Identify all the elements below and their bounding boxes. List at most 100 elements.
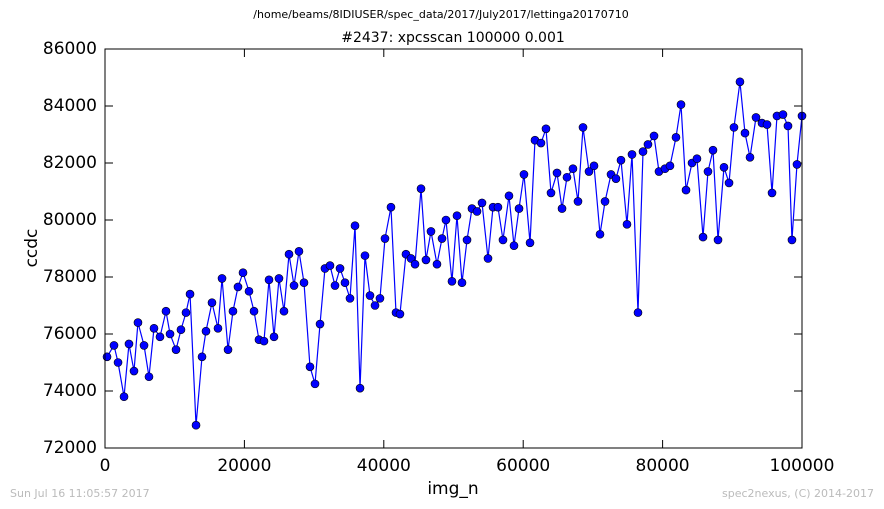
data-point [729, 123, 739, 132]
data-point [350, 221, 360, 230]
data-point [514, 204, 524, 213]
y-tick-label: 78000 [43, 267, 97, 287]
data-point [787, 235, 797, 245]
data-point [201, 326, 211, 336]
data-point [525, 238, 535, 248]
data-point [740, 128, 750, 138]
data-point [627, 150, 637, 159]
data-point [573, 197, 583, 206]
data-point [751, 113, 761, 122]
data-point [493, 202, 503, 212]
data-point [375, 294, 385, 303]
data-point [546, 188, 556, 198]
data-point [355, 383, 365, 393]
data-point [633, 308, 643, 317]
data-point [335, 264, 345, 273]
data-point [616, 155, 626, 165]
data-point [289, 281, 299, 290]
data-point [249, 306, 259, 316]
y-axis-label: ccdc [22, 229, 42, 268]
data-point [441, 215, 451, 225]
data-point [703, 167, 713, 176]
data-point [498, 235, 508, 245]
data-point [207, 298, 217, 307]
data-point [665, 161, 675, 171]
data-point [649, 131, 659, 141]
data-point [432, 259, 442, 269]
suptitle: /home/beams/8IDIUSER/spec_data/2017/July… [253, 8, 628, 21]
data-point [536, 138, 546, 148]
y-tick-label: 82000 [43, 153, 97, 173]
data-point [416, 184, 426, 193]
data-point [578, 123, 588, 132]
x-tick-label: 80000 [636, 456, 690, 476]
data-point [223, 345, 233, 354]
data-line [106, 81, 803, 426]
data-point [228, 306, 238, 316]
x-tick-label: 0 [100, 456, 111, 476]
data-point [345, 294, 355, 303]
data-point [161, 306, 171, 316]
data-point [294, 247, 304, 256]
footer-right: spec2nexus, (C) 2014-2017 [722, 487, 874, 500]
data-point [719, 162, 729, 172]
x-tick-label: 60000 [496, 456, 550, 476]
data-point [557, 204, 567, 213]
data-point [622, 219, 632, 229]
data-point [274, 274, 284, 283]
data-point [386, 202, 396, 212]
data-point [568, 164, 578, 173]
data-point [264, 275, 274, 285]
data-point [330, 281, 340, 290]
data-point [133, 318, 143, 327]
y-tick-label: 72000 [43, 438, 97, 458]
data-point [698, 232, 708, 242]
data-point [144, 372, 154, 382]
data-point [681, 185, 691, 195]
y-tick-label: 86000 [43, 39, 97, 59]
data-point [244, 286, 254, 296]
data-point [370, 301, 380, 310]
data-point [421, 255, 431, 265]
data-point [477, 198, 487, 208]
data-point [171, 345, 181, 354]
data-point [589, 161, 599, 171]
data-point [284, 249, 294, 259]
data-point [452, 211, 462, 221]
data-point [259, 336, 269, 346]
footer-left: Sun Jul 16 11:05:57 2017 [10, 487, 150, 500]
data-point [509, 241, 519, 250]
chart-title: #2437: xpcsscan 100000 0.001 [341, 30, 565, 46]
data-point [305, 362, 315, 372]
data-point [611, 174, 621, 183]
y-tick-label: 84000 [43, 96, 97, 116]
data-point [139, 341, 149, 350]
data-point [584, 167, 594, 176]
data-point [380, 234, 390, 243]
data-point [643, 140, 653, 149]
data-point [233, 282, 243, 292]
data-point [457, 278, 467, 288]
plot-frame [104, 48, 803, 449]
data-point [638, 147, 648, 156]
data-point [504, 191, 514, 201]
x-axis-label: img_n [427, 479, 478, 499]
data-point [541, 124, 551, 134]
data-point [238, 268, 248, 278]
y-tick-label: 80000 [43, 210, 97, 230]
data-point [191, 420, 201, 430]
data-point [778, 110, 788, 119]
data-point [102, 352, 112, 362]
data-point [713, 235, 723, 245]
data-point [724, 178, 734, 188]
data-point [181, 308, 191, 317]
data-point [708, 145, 718, 155]
data-point [410, 259, 420, 269]
data-point [124, 339, 134, 349]
data-point [447, 276, 457, 286]
data-point [395, 309, 405, 319]
data-point [692, 154, 702, 164]
data-point [109, 341, 119, 350]
